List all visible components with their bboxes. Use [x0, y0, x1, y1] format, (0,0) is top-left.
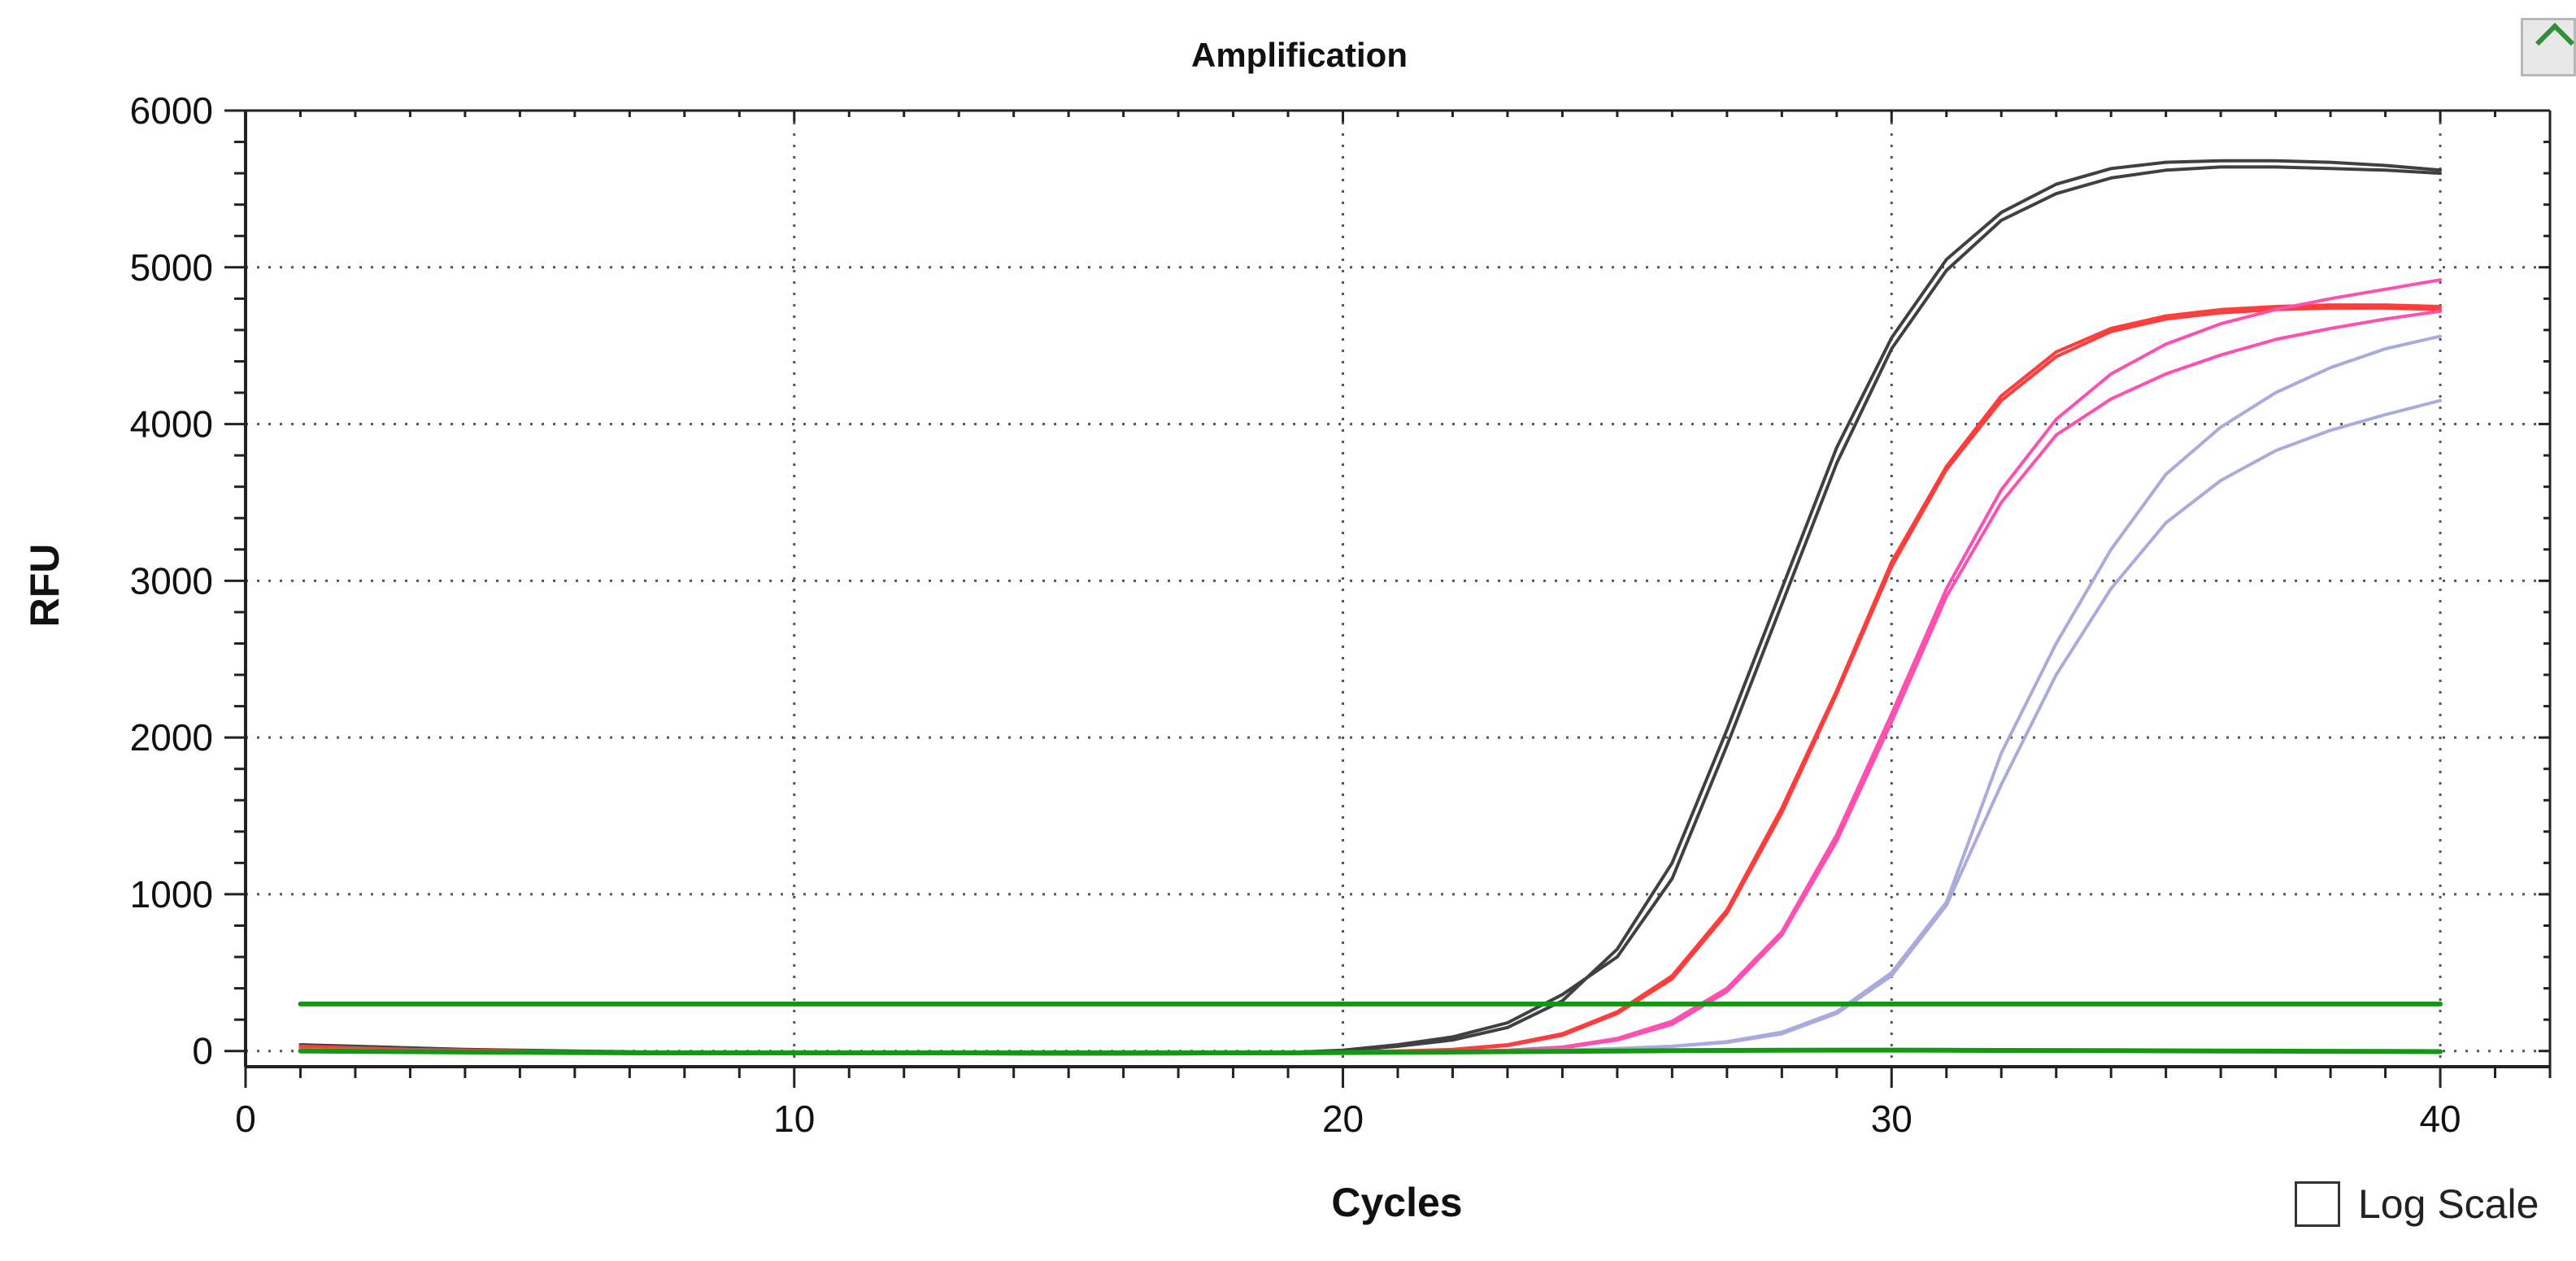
x-tick-label-30: 30	[1871, 1098, 1912, 1140]
x-tick-label-20: 20	[1322, 1098, 1364, 1140]
x-tick-label-10: 10	[773, 1098, 815, 1140]
y-tick-label-6000: 6000	[130, 89, 213, 132]
chart-title: Amplification	[1191, 36, 1408, 74]
y-axis-label: RFU	[22, 544, 67, 628]
y-tick-label-1000: 1000	[130, 873, 213, 915]
log-scale-checkbox[interactable]	[2295, 1181, 2340, 1227]
y-tick-label-4000: 4000	[130, 403, 213, 446]
plot-layer: 0 10 20 30 40 0 1000 2000 3000 4000 5000 6000	[130, 89, 2552, 1140]
y-tick-label-0: 0	[192, 1030, 213, 1072]
y-tick-label-3000: 3000	[130, 559, 213, 602]
y-tick-label-5000: 5000	[130, 246, 213, 289]
x-axis-label: Cycles	[1331, 1180, 1462, 1225]
series-line-10	[298, 1047, 2443, 1055]
x-tick-label-0: 0	[235, 1098, 256, 1140]
check-icon	[2535, 22, 2575, 63]
log-scale-toggle[interactable]: Log Scale	[2295, 1181, 2539, 1228]
y-tick-label-2000: 2000	[130, 716, 213, 759]
log-scale-label: Log Scale	[2358, 1181, 2539, 1227]
x-tick-label-40: 40	[2419, 1098, 2461, 1140]
chart-options-button[interactable]	[2521, 18, 2576, 76]
